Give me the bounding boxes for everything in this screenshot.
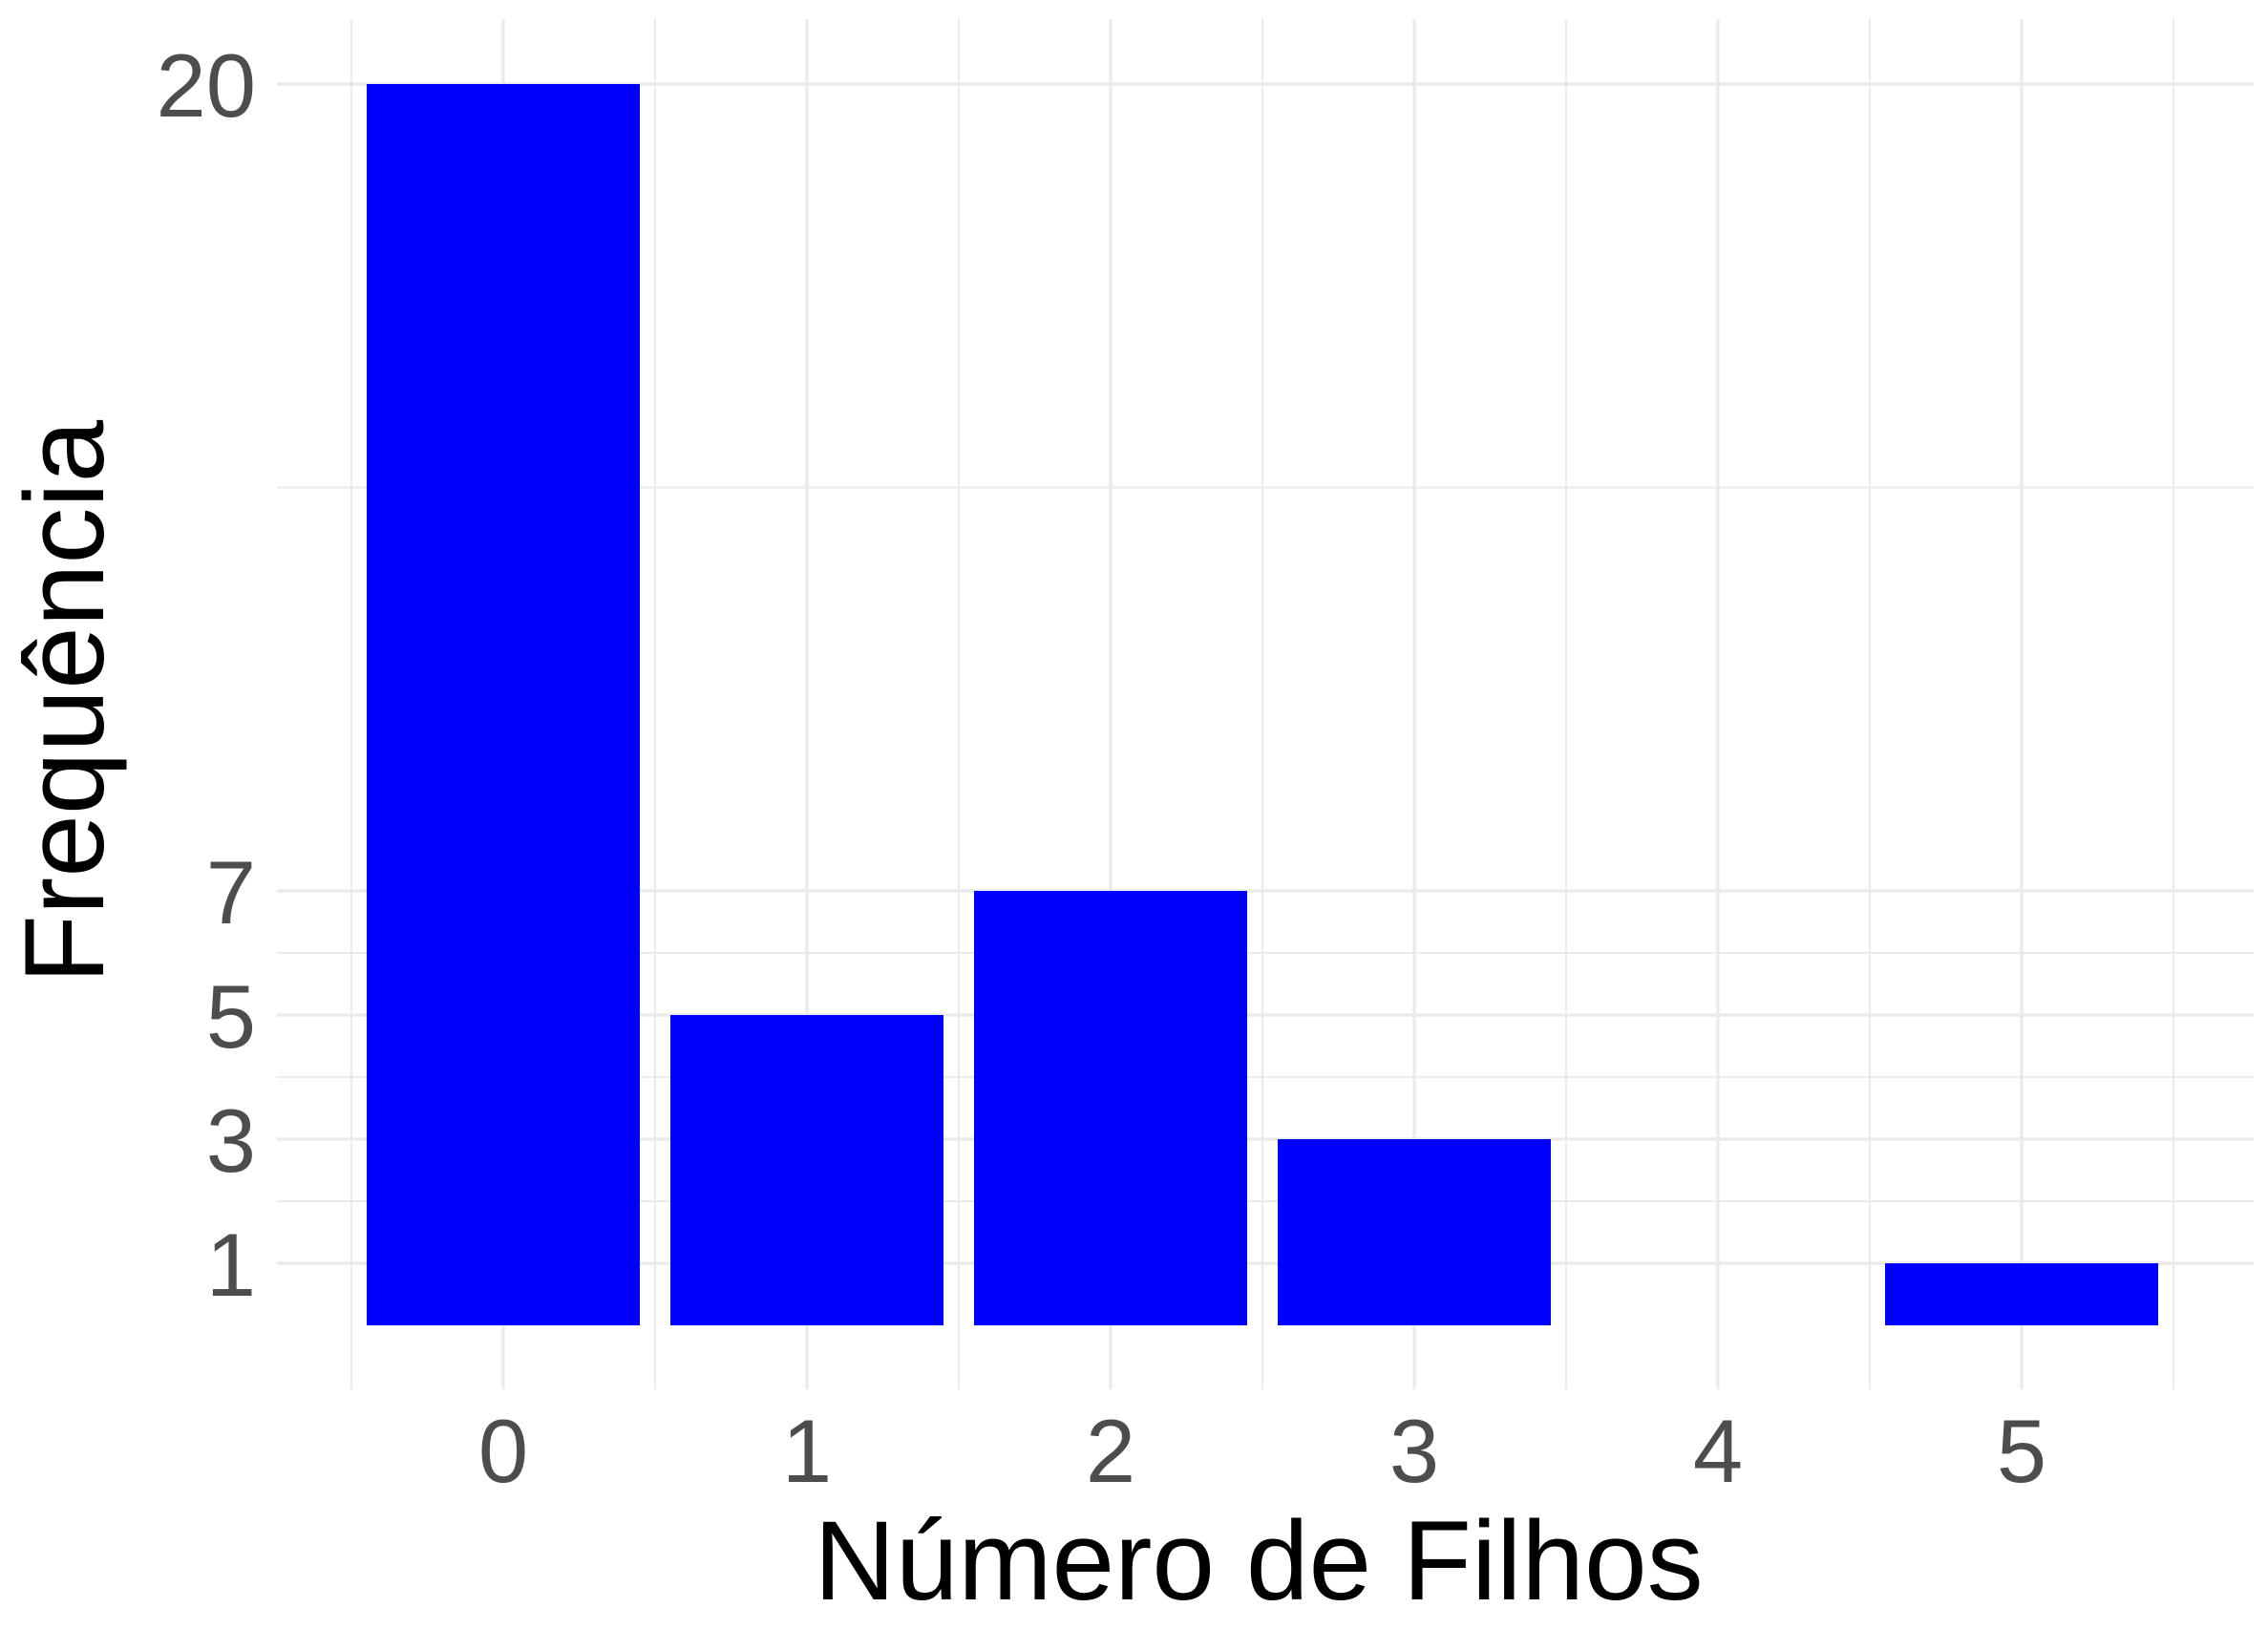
bar-5 — [1885, 1263, 2158, 1325]
bar-0 — [367, 84, 640, 1325]
x-axis-tick-labels: 0 1 2 3 4 5 — [478, 1401, 2046, 1501]
y-tick-label: 20 — [156, 35, 256, 136]
y-axis-tick-labels: 1 3 5 7 20 — [156, 35, 256, 1315]
y-axis-title: Frequência — [2, 419, 128, 984]
bar-3 — [1278, 1139, 1551, 1325]
bar-1 — [670, 1015, 943, 1325]
x-axis-title: Número de Filhos — [814, 1498, 1703, 1624]
x-tick-label: 2 — [1086, 1401, 1135, 1501]
x-tick-label: 0 — [478, 1401, 528, 1501]
x-tick-label: 3 — [1389, 1401, 1439, 1501]
y-tick-label: 7 — [206, 842, 256, 942]
x-tick-label: 5 — [1997, 1401, 2046, 1501]
x-tick-label: 4 — [1693, 1401, 1743, 1501]
y-tick-label: 1 — [206, 1215, 256, 1315]
x-tick-label: 1 — [782, 1401, 832, 1501]
bars — [367, 84, 2158, 1325]
y-tick-label: 3 — [206, 1090, 256, 1191]
y-tick-label: 5 — [206, 966, 256, 1067]
bar-2 — [974, 891, 1247, 1325]
